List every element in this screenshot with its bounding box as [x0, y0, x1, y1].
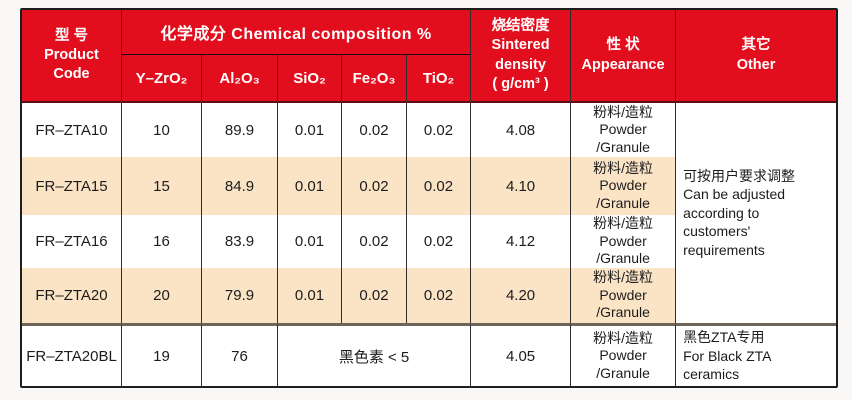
cell-product-code: FR–ZTA15 [22, 157, 122, 215]
cell-sio2: 0.01 [278, 215, 342, 268]
cell-appearance: 粉料/造粒 Powder /Granule [571, 323, 677, 386]
cell-al2o3: 84.9 [202, 157, 278, 215]
cell-product-code: FR–ZTA16 [22, 215, 122, 268]
header-appearance: 性 状 Appearance [571, 10, 677, 103]
cell-appearance: 粉料/造粒 Powder /Granule [571, 103, 677, 157]
cell-fe2o3: 0.02 [342, 215, 407, 268]
header-fe2o3: Fe₂O₃ [342, 55, 407, 103]
cell-density: 4.10 [471, 157, 572, 215]
header-sio2: SiO₂ [278, 55, 342, 103]
table-row: FR–ZTA15 15 84.9 0.01 0.02 0.02 4.10 粉料/… [22, 157, 836, 215]
cell-appearance: 粉料/造粒 Powder /Granule [571, 157, 677, 215]
cell-sio2: 0.01 [278, 157, 342, 215]
table-row: FR–ZTA20 20 79.9 0.01 0.02 0.02 4.20 粉料/… [22, 268, 836, 323]
cell-sio2: 0.01 [278, 268, 342, 323]
cell-product-code: FR–ZTA20BL [22, 323, 122, 386]
header-al2o3: Al₂O₃ [202, 55, 278, 103]
cell-density: 4.05 [471, 323, 572, 386]
cell-density: 4.08 [471, 103, 572, 157]
cell-appearance: 粉料/造粒 Powder /Granule [571, 268, 677, 323]
cell-tio2: 0.02 [407, 215, 472, 268]
header-tio2: TiO₂ [407, 55, 472, 103]
header-row-group: 型 号 Product Code 化学成分 Chemical compositi… [22, 10, 836, 103]
table-row: FR–ZTA16 16 83.9 0.01 0.02 0.02 4.12 粉料/… [22, 215, 836, 268]
table-row: FR–ZTA10 10 89.9 0.01 0.02 0.02 4.08 粉料/… [22, 103, 836, 323]
header-row-chemicals: Y–ZrO₂ Al₂O₃ SiO₂ Fe₂O₃ TiO₂ [22, 55, 836, 103]
header-y-zro2: Y–ZrO₂ [122, 55, 202, 103]
cell-product-code: FR–ZTA10 [22, 103, 122, 157]
cell-density: 4.12 [471, 215, 572, 268]
cell-other-merged: 可按用户要求调整 Can be adjusted according to cu… [676, 103, 836, 323]
cell-tio2: 0.02 [407, 268, 472, 323]
cell-al2o3: 83.9 [202, 215, 278, 268]
product-spec-table: 型 号 Product Code 化学成分 Chemical compositi… [20, 8, 838, 388]
header-product-code: 型 号 Product Code [22, 10, 122, 103]
cell-y-zro2: 10 [122, 103, 202, 157]
cell-y-zro2: 19 [122, 323, 202, 386]
cell-sio2: 0.01 [278, 103, 342, 157]
cell-al2o3: 76 [202, 323, 278, 386]
cell-fe2o3: 0.02 [342, 103, 407, 157]
cell-density: 4.20 [471, 268, 572, 323]
cell-y-zro2: 16 [122, 215, 202, 268]
cell-tio2: 0.02 [407, 157, 472, 215]
cell-fe2o3: 0.02 [342, 268, 407, 323]
cell-y-zro2: 20 [122, 268, 202, 323]
cell-y-zro2: 15 [122, 157, 202, 215]
cell-other: 黑色ZTA专用 For Black ZTA ceramics [676, 323, 836, 386]
header-sintered-density: 烧结密度 Sintered density ( g/cm³ ) [471, 10, 572, 103]
table-row: FR–ZTA20BL 19 76 黑色素 < 5 4.05 粉料/造粒 Powd… [22, 323, 836, 386]
cell-appearance: 粉料/造粒 Powder /Granule [571, 215, 677, 268]
cell-al2o3: 89.9 [202, 103, 278, 157]
header-other: 其它 Other [676, 10, 836, 103]
cell-al2o3: 79.9 [202, 268, 278, 323]
cell-tio2: 0.02 [407, 103, 472, 157]
header-chemical-composition: 化学成分 Chemical composition % [122, 10, 472, 55]
cell-fe2o3: 0.02 [342, 157, 407, 215]
cell-product-code: FR–ZTA20 [22, 268, 122, 323]
cell-black-pigment: 黑色素 < 5 [278, 323, 472, 386]
product-spec-table-container: 型 号 Product Code 化学成分 Chemical compositi… [20, 8, 838, 388]
